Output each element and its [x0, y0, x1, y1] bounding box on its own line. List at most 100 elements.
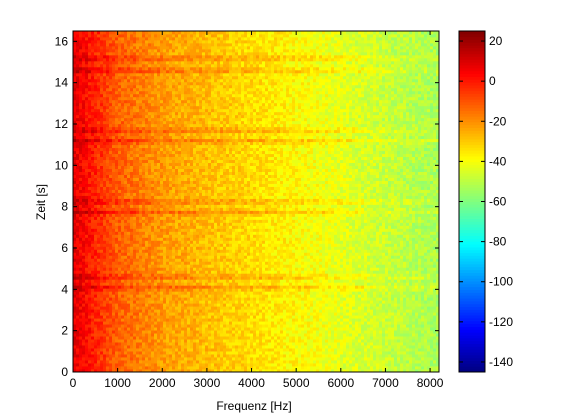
- heatmap-cell: [100, 342, 104, 346]
- heatmap-cell: [433, 357, 437, 361]
- heatmap-cell: [370, 330, 374, 334]
- heatmap-cell: [298, 279, 302, 283]
- heatmap-cell: [211, 348, 215, 352]
- heatmap-cell: [382, 267, 386, 271]
- heatmap-cell: [250, 363, 254, 367]
- heatmap-cell: [367, 303, 371, 307]
- heatmap-cell: [280, 291, 284, 295]
- heatmap-cell: [223, 342, 227, 346]
- heatmap-cell: [403, 306, 407, 310]
- heatmap-cell: [85, 300, 89, 304]
- heatmap-cell: [196, 324, 200, 328]
- heatmap-cell: [91, 336, 95, 340]
- heatmap-cell: [211, 300, 215, 304]
- heatmap-cell: [106, 321, 110, 325]
- heatmap-cell: [313, 339, 317, 343]
- heatmap-cell: [79, 336, 83, 340]
- heatmap-cell: [73, 270, 77, 274]
- heatmap-cell: [307, 282, 311, 286]
- heatmap-cell: [145, 249, 149, 253]
- heatmap-cell: [169, 279, 173, 283]
- heatmap-cell: [205, 273, 209, 277]
- heatmap-cell: [289, 315, 293, 319]
- heatmap-cell: [283, 327, 287, 331]
- heatmap-cell: [217, 258, 221, 262]
- heatmap-cell: [172, 294, 176, 298]
- heatmap-cell: [406, 312, 410, 316]
- heatmap-cell: [280, 342, 284, 346]
- heatmap-cell: [370, 291, 374, 295]
- heatmap-cell: [358, 369, 362, 373]
- heatmap-cell: [157, 315, 161, 319]
- heatmap-cell: [88, 330, 92, 334]
- heatmap-cell: [274, 321, 278, 325]
- heatmap-cell: [148, 249, 152, 253]
- heatmap-cell: [232, 357, 236, 361]
- heatmap-cell: [154, 306, 158, 310]
- heatmap-cell: [76, 252, 80, 256]
- heatmap-cell: [430, 267, 434, 271]
- heatmap-cell: [160, 255, 164, 259]
- heatmap-cell: [277, 336, 281, 340]
- heatmap-cell: [232, 297, 236, 301]
- heatmap-cell: [154, 348, 158, 352]
- heatmap-cell: [424, 285, 428, 289]
- heatmap-cell: [157, 339, 161, 343]
- heatmap-cell: [118, 336, 122, 340]
- heatmap-cell: [346, 357, 350, 361]
- heatmap-cell: [244, 252, 248, 256]
- heatmap-cell: [100, 255, 104, 259]
- heatmap-cell: [247, 357, 251, 361]
- heatmap-cell: [430, 279, 434, 283]
- heatmap-cell: [175, 303, 179, 307]
- heatmap-cell: [361, 282, 365, 286]
- heatmap-cell: [313, 363, 317, 367]
- heatmap-cell: [349, 318, 353, 322]
- heatmap-cell: [289, 309, 293, 313]
- heatmap-cell: [349, 312, 353, 316]
- heatmap-cell: [385, 294, 389, 298]
- heatmap-cell: [85, 363, 89, 367]
- heatmap-cell: [214, 336, 218, 340]
- heatmap-cell: [232, 369, 236, 373]
- heatmap-cell: [217, 288, 221, 292]
- heatmap-cell: [115, 327, 119, 331]
- heatmap-cell: [148, 276, 152, 280]
- heatmap-cell: [412, 300, 416, 304]
- heatmap-cell: [103, 291, 107, 295]
- heatmap-cell: [391, 267, 395, 271]
- heatmap-cell: [199, 249, 203, 253]
- heatmap-cell: [322, 336, 326, 340]
- heatmap-cell: [208, 327, 212, 331]
- heatmap-cell: [265, 327, 269, 331]
- heatmap-cell: [220, 288, 224, 292]
- heatmap-cell: [175, 267, 179, 271]
- heatmap-cell: [415, 333, 419, 337]
- heatmap-cell: [367, 252, 371, 256]
- heatmap-cell: [145, 351, 149, 355]
- heatmap-cell: [301, 351, 305, 355]
- heatmap-cell: [256, 306, 260, 310]
- heatmap-cell: [373, 369, 377, 373]
- heatmap-cell: [331, 279, 335, 283]
- heatmap-cell: [229, 249, 233, 253]
- heatmap-cell: [160, 267, 164, 271]
- heatmap-cell: [343, 318, 347, 322]
- heatmap-cell: [343, 294, 347, 298]
- heatmap-cell: [205, 279, 209, 283]
- heatmap-cell: [379, 285, 383, 289]
- heatmap-cell: [115, 261, 119, 265]
- heatmap-cell: [151, 339, 155, 343]
- heatmap-cell: [220, 300, 224, 304]
- heatmap-cell: [244, 315, 248, 319]
- heatmap-cell: [79, 315, 83, 319]
- heatmap-cell: [343, 366, 347, 370]
- heatmap-cell: [394, 327, 398, 331]
- heatmap-cell: [148, 294, 152, 298]
- heatmap-cell: [331, 360, 335, 364]
- heatmap-cell: [262, 312, 266, 316]
- heatmap-cell: [433, 279, 437, 283]
- heatmap-cell: [262, 360, 266, 364]
- heatmap-cell: [310, 273, 314, 277]
- heatmap-cell: [100, 294, 104, 298]
